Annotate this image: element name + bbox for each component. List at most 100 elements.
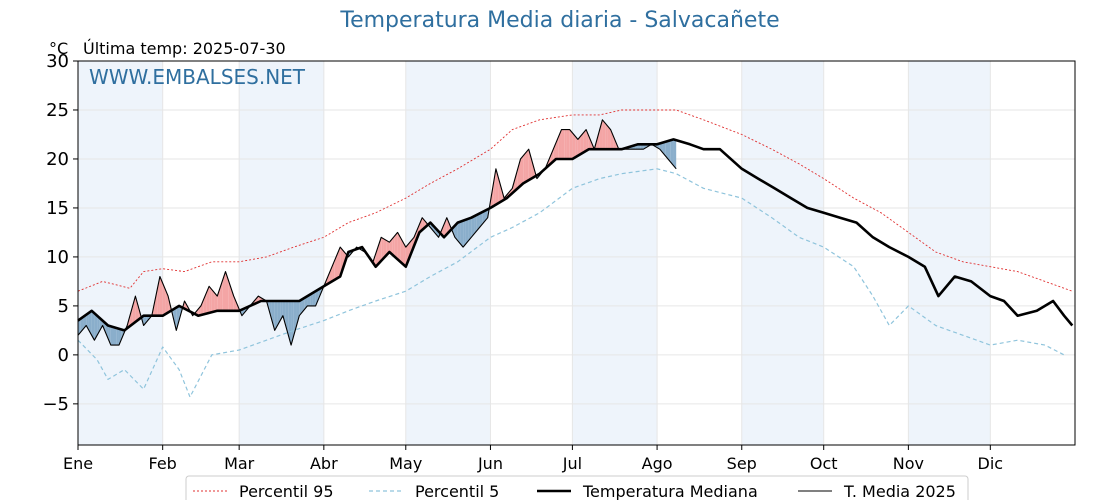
above-median-fill xyxy=(375,245,379,267)
above-median-fill xyxy=(135,296,139,322)
above-median-fill xyxy=(569,129,573,159)
above-median-fill xyxy=(446,217,450,235)
above-median-fill xyxy=(162,283,166,316)
last-temp-label: Última temp: 2025-07-30 xyxy=(83,39,286,58)
below-median-fill xyxy=(146,315,150,323)
below-median-fill xyxy=(173,307,177,331)
above-median-fill xyxy=(381,237,384,261)
y-tick-label: 20 xyxy=(46,149,69,170)
above-median-fill xyxy=(498,178,502,204)
above-median-fill xyxy=(577,136,581,156)
month-bands xyxy=(78,61,991,445)
below-median-fill xyxy=(673,139,677,169)
above-median-fill xyxy=(602,119,606,150)
above-median-fill xyxy=(198,305,201,316)
above-median-fill xyxy=(233,296,237,311)
x-tick-label: Mar xyxy=(224,454,255,473)
below-median-fill xyxy=(80,316,84,333)
below-median-fill xyxy=(460,220,464,248)
x-axis-ticks: Ene Feb Mar Abr May Jun Jul Ago Sep Oct Nov Dic xyxy=(63,445,1003,473)
below-median-fill xyxy=(108,325,111,346)
above-median-fill xyxy=(329,266,333,284)
below-median-fill xyxy=(476,213,480,231)
below-median-fill xyxy=(471,216,475,238)
above-median-fill xyxy=(550,149,554,164)
above-median-fill xyxy=(394,232,398,260)
above-median-fill xyxy=(230,287,234,311)
anomaly-fills xyxy=(78,119,677,346)
unit-label: °C xyxy=(49,39,69,58)
below-median-fill xyxy=(113,327,117,346)
above-median-fill xyxy=(580,132,584,155)
y-tick-label: 10 xyxy=(46,247,69,268)
below-median-fill xyxy=(296,301,300,326)
below-median-fill xyxy=(282,301,286,326)
y-tick-label: 15 xyxy=(46,198,69,219)
legend-label-p95: Percentil 95 xyxy=(239,482,334,500)
below-median-fill xyxy=(659,142,663,153)
above-median-fill xyxy=(444,217,447,238)
above-median-fill xyxy=(383,238,387,258)
below-median-fill xyxy=(274,301,278,331)
below-median-fill xyxy=(465,218,469,244)
above-median-fill xyxy=(520,155,524,186)
above-median-fill xyxy=(613,136,617,150)
above-median-fill xyxy=(419,217,423,233)
month-band xyxy=(908,61,991,445)
above-median-fill xyxy=(403,242,406,267)
below-median-fill xyxy=(299,299,302,316)
above-median-fill xyxy=(531,158,535,179)
above-median-fill xyxy=(493,168,496,207)
below-median-fill xyxy=(482,210,485,225)
below-median-fill xyxy=(94,313,98,341)
below-median-fill xyxy=(468,217,472,241)
below-median-fill xyxy=(91,310,95,341)
above-median-fill xyxy=(200,299,204,315)
below-median-fill xyxy=(463,219,466,248)
x-tick-label: Nov xyxy=(893,454,924,473)
below-median-fill xyxy=(110,326,114,346)
legend-label-p5: Percentil 5 xyxy=(415,482,499,500)
above-median-fill xyxy=(596,129,600,150)
above-median-fill xyxy=(389,238,393,255)
above-median-fill xyxy=(392,235,395,257)
below-median-fill xyxy=(307,294,311,306)
below-median-fill xyxy=(668,140,671,163)
below-median-fill xyxy=(277,301,281,326)
below-median-fill xyxy=(97,315,100,336)
x-tick-label: Oct xyxy=(810,454,838,473)
watermark: WWW.EMBALSES.NET xyxy=(89,65,306,89)
above-median-fill xyxy=(523,152,526,184)
above-median-fill xyxy=(334,253,338,280)
below-median-fill xyxy=(291,301,294,346)
above-median-fill xyxy=(583,129,587,153)
plot-frame xyxy=(77,60,1076,446)
x-tick-label: Ene xyxy=(63,454,93,473)
below-median-fill xyxy=(310,292,313,306)
below-median-fill xyxy=(454,222,458,241)
year-2025-line xyxy=(77,119,677,346)
above-median-fill xyxy=(515,168,518,191)
month-band xyxy=(239,61,324,445)
below-median-fill xyxy=(288,301,292,346)
above-median-fill xyxy=(588,136,592,150)
above-median-fill xyxy=(575,136,578,158)
above-median-fill xyxy=(214,292,218,312)
p95-line xyxy=(77,109,1073,292)
above-median-fill xyxy=(610,129,614,150)
below-median-fill xyxy=(88,310,92,336)
above-median-fill xyxy=(564,129,567,159)
x-tick-label: Dic xyxy=(978,454,1004,473)
y-tick-label: −5 xyxy=(42,394,69,415)
above-median-fill xyxy=(561,129,565,159)
month-band xyxy=(741,61,824,445)
below-median-fill xyxy=(662,141,666,156)
above-median-fill xyxy=(206,286,210,314)
below-median-fill xyxy=(474,214,477,235)
x-tick-label: May xyxy=(389,454,422,473)
y-tick-label: 0 xyxy=(58,345,69,366)
above-median-fill xyxy=(599,119,603,150)
median-line xyxy=(77,138,1074,332)
above-median-fill xyxy=(400,237,404,265)
